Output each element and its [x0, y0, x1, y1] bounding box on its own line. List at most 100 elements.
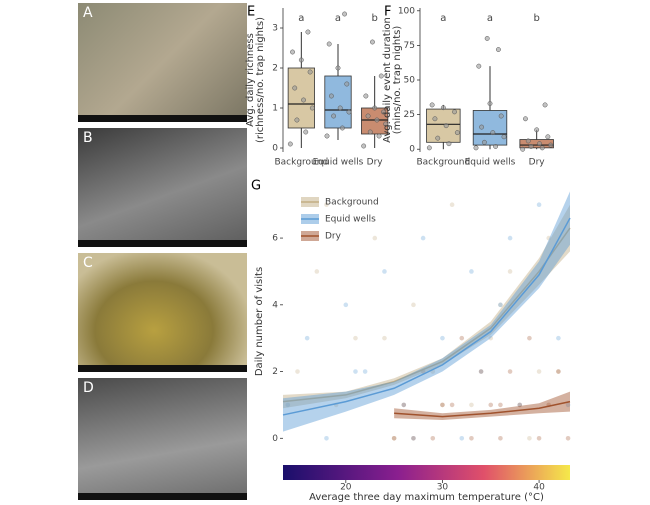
point	[429, 102, 435, 108]
y-tick-label: 1	[272, 104, 278, 114]
x-tick-label: Background	[416, 158, 470, 168]
point	[401, 402, 407, 408]
annotation: a	[487, 13, 493, 24]
point	[420, 235, 426, 241]
photo: D	[78, 378, 247, 500]
point	[342, 11, 348, 17]
point	[449, 202, 455, 207]
point	[484, 36, 490, 41]
point	[383, 121, 389, 127]
point	[556, 335, 561, 341]
point	[517, 402, 523, 408]
y-tick-label: 0	[409, 145, 415, 155]
point	[527, 335, 532, 341]
point	[440, 402, 445, 408]
point	[401, 402, 407, 408]
line	[394, 400, 571, 418]
point	[411, 436, 416, 441]
point	[343, 302, 349, 308]
point	[481, 139, 487, 145]
point	[337, 105, 343, 111]
point	[328, 93, 334, 99]
point	[487, 101, 493, 106]
y-tick-label: 4	[272, 300, 278, 310]
point	[370, 39, 375, 45]
photo: C	[78, 253, 247, 372]
point	[411, 302, 416, 308]
legend-label: Dry	[325, 232, 342, 242]
point	[548, 142, 554, 148]
point	[301, 97, 306, 103]
point	[391, 436, 397, 441]
point	[488, 335, 494, 341]
point	[335, 65, 341, 71]
point	[391, 436, 397, 441]
annotation: a	[335, 13, 341, 24]
point	[539, 145, 545, 151]
point	[469, 436, 474, 441]
point	[344, 81, 350, 87]
point	[382, 335, 387, 341]
y-tick-label: 75	[404, 41, 415, 51]
x-tick-label: 30	[437, 483, 449, 493]
point	[556, 369, 561, 374]
point	[382, 269, 387, 274]
point	[507, 369, 513, 374]
point	[498, 436, 503, 441]
x-tick-label: Equid wells	[465, 158, 516, 168]
point	[381, 109, 386, 115]
point	[435, 135, 441, 141]
panel-label: G	[251, 179, 261, 194]
point	[411, 436, 416, 441]
annotation: b	[533, 13, 539, 24]
point	[490, 130, 496, 136]
point	[307, 69, 313, 75]
x-tick-label: 40	[533, 483, 545, 493]
point	[498, 302, 503, 308]
y-tick-label: 2	[272, 367, 278, 377]
point	[469, 269, 474, 274]
x-tick-label: 20	[340, 483, 352, 493]
point	[290, 49, 295, 55]
panel-label: E	[247, 5, 255, 20]
point	[545, 134, 551, 140]
point	[459, 335, 465, 341]
point	[534, 127, 540, 133]
point	[501, 134, 507, 140]
point	[459, 436, 465, 441]
point	[365, 113, 371, 119]
point	[476, 63, 482, 69]
point	[525, 138, 531, 144]
y-tick-label: 0	[272, 144, 278, 154]
line	[282, 227, 571, 403]
ribbon	[394, 391, 570, 420]
y-tick-label: 25	[404, 110, 415, 120]
point	[536, 369, 542, 374]
point	[443, 123, 449, 129]
point	[498, 302, 503, 308]
y-axis-label: Avg. daily richness	[245, 33, 256, 127]
y-tick-label: 0	[272, 434, 278, 444]
box	[287, 67, 315, 129]
panel-label: B	[83, 130, 93, 146]
point	[353, 369, 358, 374]
point	[294, 117, 300, 123]
point	[305, 29, 311, 35]
point	[446, 141, 452, 147]
point	[527, 436, 532, 441]
point	[542, 102, 548, 108]
point	[353, 335, 358, 341]
point	[452, 109, 457, 115]
point	[507, 269, 513, 274]
point	[495, 47, 501, 52]
point	[565, 436, 571, 441]
y-tick-label: 2	[272, 64, 278, 74]
point	[298, 57, 304, 63]
legend-label: Equid wells	[325, 215, 376, 225]
point	[372, 105, 378, 111]
panel-label: D	[83, 380, 94, 396]
annotation: b	[371, 13, 377, 24]
legend-label: Background	[325, 198, 379, 208]
point	[326, 41, 332, 47]
